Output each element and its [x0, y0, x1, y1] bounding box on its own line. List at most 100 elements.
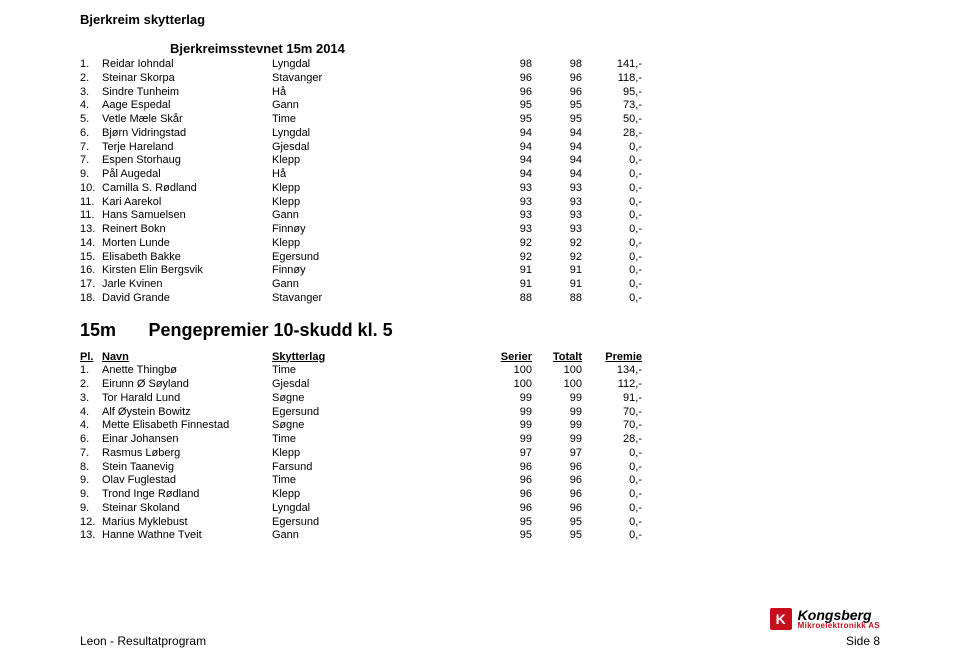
logo-mark: K	[770, 608, 792, 630]
cell-name: Sindre Tunheim	[102, 86, 272, 100]
org-title: Bjerkreim skytterlag	[80, 12, 880, 27]
cell-name: Steinar Skorpa	[102, 72, 272, 86]
cell-club: Stavanger	[272, 292, 432, 306]
cell-p: 0,-	[582, 141, 642, 155]
cell-club: Klepp	[272, 196, 432, 210]
cell-p: 0,-	[582, 237, 642, 251]
cell-s: 100	[432, 364, 532, 378]
cell-pl: 15.	[80, 251, 102, 265]
cell-s: 93	[432, 223, 532, 237]
cell-club: Hå	[272, 86, 432, 100]
page-footer: Leon - Resultatprogram Side 8	[80, 634, 880, 648]
cell-s: 99	[432, 419, 532, 433]
cell-t: 97	[532, 447, 582, 461]
cell-p: 28,-	[582, 433, 642, 447]
cell-t: 88	[532, 292, 582, 306]
cell-p: 0,-	[582, 516, 642, 530]
table-row: 9.Steinar SkolandLyngdal96960,-	[80, 502, 880, 516]
cell-club: Klepp	[272, 182, 432, 196]
footer-right: Side 8	[846, 634, 880, 648]
col-totalt: Totalt	[532, 351, 582, 365]
cell-t: 95	[532, 529, 582, 543]
cell-pl: 9.	[80, 502, 102, 516]
table-row: 1.Anette ThingbøTime100100134,-	[80, 364, 880, 378]
col-serier: Serier	[432, 351, 532, 365]
section-title: 15m Pengepremier 10-skudd kl. 5	[80, 320, 880, 341]
cell-t: 99	[532, 406, 582, 420]
cell-s: 95	[432, 529, 532, 543]
cell-name: Anette Thingbø	[102, 364, 272, 378]
cell-pl: 6.	[80, 127, 102, 141]
section-name: Pengepremier 10-skudd kl. 5	[148, 320, 392, 340]
cell-s: 92	[432, 251, 532, 265]
cell-p: 0,-	[582, 502, 642, 516]
cell-club: Time	[272, 474, 432, 488]
cell-club: Lyngdal	[272, 58, 432, 72]
cell-name: Rasmus Løberg	[102, 447, 272, 461]
cell-t: 100	[532, 364, 582, 378]
cell-s: 99	[432, 392, 532, 406]
table-row: 13.Hanne Wathne TveitGann95950,-	[80, 529, 880, 543]
cell-name: Steinar Skoland	[102, 502, 272, 516]
cell-s: 97	[432, 447, 532, 461]
cell-name: Jarle Kvinen	[102, 278, 272, 292]
cell-p: 91,-	[582, 392, 642, 406]
cell-s: 94	[432, 127, 532, 141]
table-row: 7.Rasmus LøbergKlepp97970,-	[80, 447, 880, 461]
cell-pl: 7.	[80, 154, 102, 168]
cell-pl: 16.	[80, 264, 102, 278]
cell-club: Stavanger	[272, 72, 432, 86]
cell-s: 93	[432, 182, 532, 196]
cell-club: Klepp	[272, 447, 432, 461]
table-row: 9.Trond Inge RødlandKlepp96960,-	[80, 488, 880, 502]
cell-club: Time	[272, 433, 432, 447]
footer-left: Leon - Resultatprogram	[80, 634, 206, 648]
cell-club: Søgne	[272, 392, 432, 406]
cell-club: Farsund	[272, 461, 432, 475]
cell-p: 0,-	[582, 488, 642, 502]
cell-p: 0,-	[582, 278, 642, 292]
cell-pl: 10.	[80, 182, 102, 196]
cell-t: 96	[532, 72, 582, 86]
cell-p: 70,-	[582, 419, 642, 433]
results-table-2: Pl. Navn Skytterlag Serier Totalt Premie…	[80, 351, 880, 544]
cell-t: 94	[532, 127, 582, 141]
cell-p: 134,-	[582, 364, 642, 378]
cell-pl: 13.	[80, 529, 102, 543]
cell-t: 99	[532, 392, 582, 406]
cell-pl: 12.	[80, 516, 102, 530]
cell-p: 118,-	[582, 72, 642, 86]
cell-pl: 4.	[80, 419, 102, 433]
cell-pl: 17.	[80, 278, 102, 292]
table-row: 8.Stein TaanevigFarsund96960,-	[80, 461, 880, 475]
cell-pl: 4.	[80, 99, 102, 113]
cell-name: Morten Lunde	[102, 237, 272, 251]
cell-club: Gjesdal	[272, 378, 432, 392]
cell-club: Klepp	[272, 488, 432, 502]
table-row: 9.Pål AugedalHå94940,-	[80, 168, 880, 182]
cell-t: 95	[532, 113, 582, 127]
cell-s: 96	[432, 72, 532, 86]
cell-pl: 9.	[80, 488, 102, 502]
table-row: 17.Jarle KvinenGann91910,-	[80, 278, 880, 292]
cell-t: 94	[532, 168, 582, 182]
cell-name: Hans Samuelsen	[102, 209, 272, 223]
cell-club: Finnøy	[272, 264, 432, 278]
cell-name: Reidar Iohndal	[102, 58, 272, 72]
cell-pl: 11.	[80, 196, 102, 210]
table-row: 7.Espen StorhaugKlepp94940,-	[80, 154, 880, 168]
table-row: 4.Alf Øystein BowitzEgersund999970,-	[80, 406, 880, 420]
table-row: 2.Steinar SkorpaStavanger9696118,-	[80, 72, 880, 86]
table-row: 9.Olav FuglestadTime96960,-	[80, 474, 880, 488]
cell-p: 0,-	[582, 182, 642, 196]
cell-s: 98	[432, 58, 532, 72]
cell-club: Søgne	[272, 419, 432, 433]
table-row: 16.Kirsten Elin BergsvikFinnøy91910,-	[80, 264, 880, 278]
cell-s: 94	[432, 154, 532, 168]
cell-club: Time	[272, 113, 432, 127]
cell-p: 70,-	[582, 406, 642, 420]
cell-t: 94	[532, 141, 582, 155]
cell-s: 93	[432, 196, 532, 210]
cell-pl: 9.	[80, 168, 102, 182]
cell-p: 0,-	[582, 209, 642, 223]
